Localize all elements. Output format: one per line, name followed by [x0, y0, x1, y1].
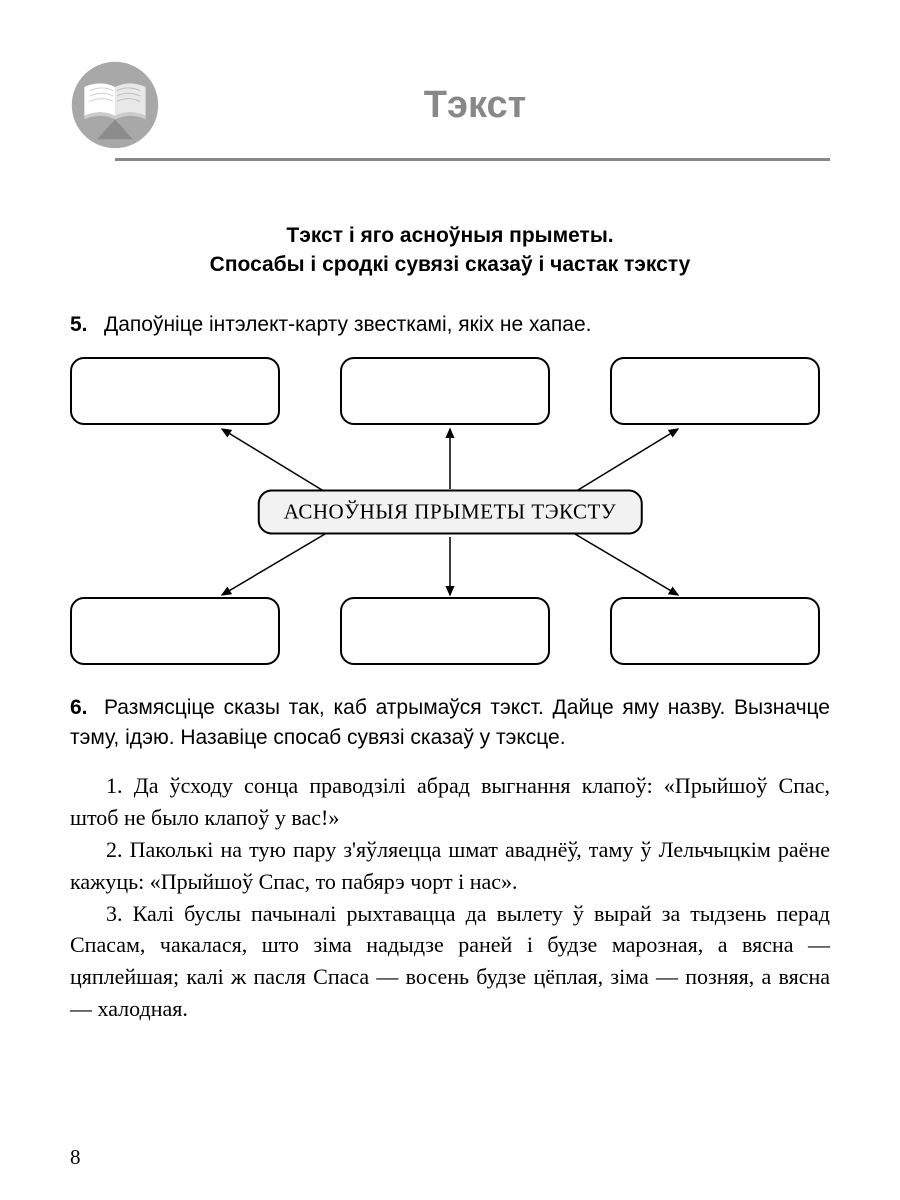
exercise-6-para-2: 2. Паколькі на тую пару з'яўляецца шмат … [70, 834, 830, 898]
mindmap-box-bot-right [610, 597, 820, 665]
exercise-5-number: 5. [70, 310, 104, 339]
exercise-6-prompt: 6.Размясціце сказы так, каб атрымаўся тэ… [70, 693, 830, 752]
mindmap-box-bot-mid [340, 597, 550, 665]
mindmap-box-bot-left [70, 597, 280, 665]
exercise-5-text: Дапоўніце інтэлект-карту звесткамі, якіх… [104, 313, 591, 336]
exercise-6-text: Размясціце сказы так, каб атрымаўся тэкс… [70, 696, 830, 748]
book-icon [70, 60, 160, 150]
section-heading-line1: Тэкст і яго асноўныя прыметы. [70, 221, 830, 250]
exercise-5: 5.Дапоўніце інтэлект-карту звесткамі, як… [70, 310, 830, 339]
exercise-6-body: 1. Да ўсходу сонца праводзілі абрад выгн… [70, 770, 830, 1025]
mindmap-box-top-right [610, 357, 820, 425]
mindmap-center: АСНОЎНЫЯ ПРЫМЕТЫ ТЭКСТУ [258, 490, 643, 535]
exercise-6-para-1: 1. Да ўсходу сонца праводзілі абрад выгн… [70, 770, 830, 834]
exercise-6-para-3: 3. Калі буслы пачыналі рыхтавацца да выл… [70, 898, 830, 1026]
page-number: 8 [70, 1145, 81, 1170]
header-rule [115, 158, 830, 161]
exercise-5-prompt: 5.Дапоўніце інтэлект-карту звесткамі, як… [70, 310, 830, 339]
mindmap-box-top-mid [340, 357, 550, 425]
section-heading-line2: Спосабы і сродкі сувязі сказаў і частак … [70, 250, 830, 279]
exercise-6: 6.Размясціце сказы так, каб атрымаўся тэ… [70, 693, 830, 752]
chapter-title: Тэкст [180, 84, 830, 127]
exercise-6-number: 6. [70, 693, 104, 722]
section-heading: Тэкст і яго асноўныя прыметы. Спосабы і … [70, 221, 830, 280]
chapter-header: Тэкст [70, 60, 830, 150]
mindmap-diagram: АСНОЎНЫЯ ПРЫМЕТЫ ТЭКСТУ [70, 357, 830, 667]
mindmap-box-top-left [70, 357, 280, 425]
